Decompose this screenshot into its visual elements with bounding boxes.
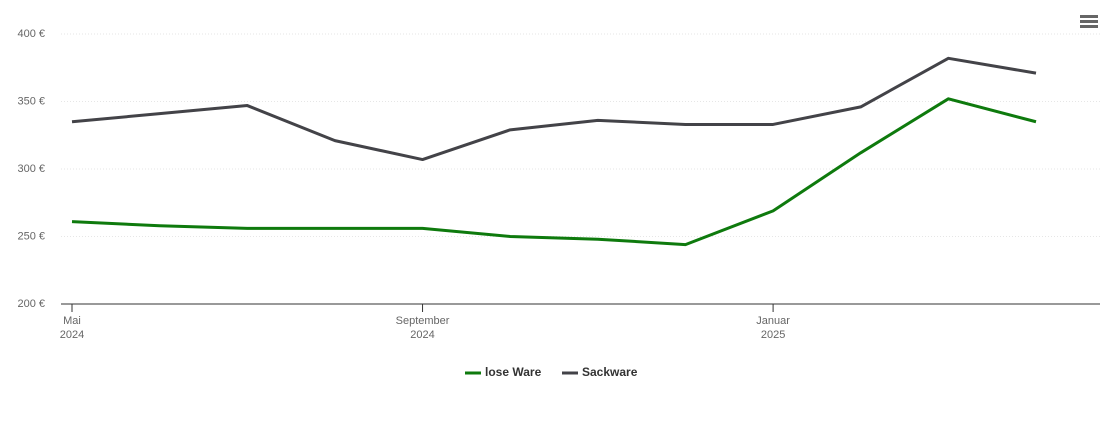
- y-tick-label: 250 €: [17, 230, 45, 242]
- menu-button[interactable]: [1080, 15, 1098, 28]
- legend-label: lose Ware: [485, 365, 542, 379]
- x-tick-label: Mai 2024: [60, 315, 84, 341]
- x-tick-label: September 2024: [396, 315, 450, 341]
- series-line: [71, 56, 1037, 162]
- series-line: [71, 97, 1037, 247]
- y-tick-label: 350 €: [17, 95, 45, 107]
- menu-bar: [1080, 15, 1098, 18]
- y-tick-label: 200 €: [17, 298, 45, 310]
- menu-bar: [1080, 20, 1098, 23]
- menu-bar: [1080, 25, 1098, 28]
- legend-item[interactable]: lose Ware: [465, 365, 542, 379]
- y-tick-label: 400 €: [17, 28, 45, 40]
- legend-item[interactable]: Sackware: [562, 365, 638, 379]
- legend-label: Sackware: [582, 365, 638, 379]
- x-tick-label: Januar 2025: [756, 315, 790, 341]
- y-tick-label: 300 €: [17, 163, 45, 175]
